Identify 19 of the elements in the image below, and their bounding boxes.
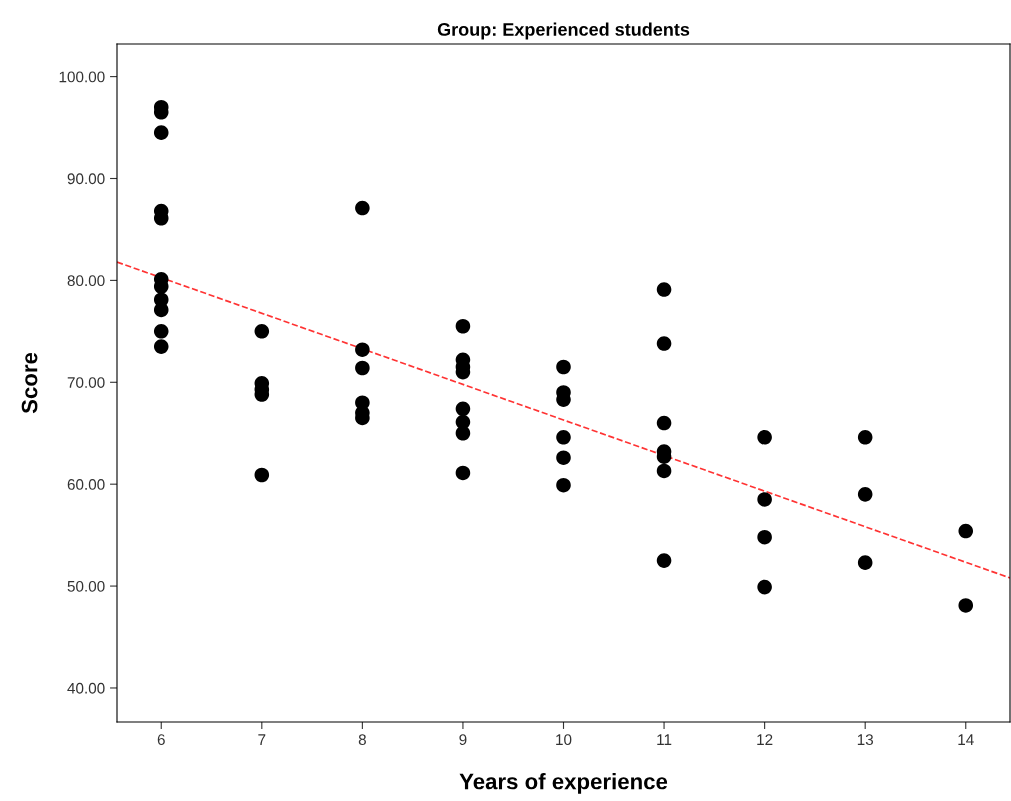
y-tick-label: 40.00 [67,682,105,694]
x-tick-label: 9 [459,734,467,746]
x-axis-title: Years of experience [459,773,668,794]
x-tick-label: 14 [958,734,974,745]
x-tick-label: 12 [757,734,773,745]
x-tick-label: 8 [358,734,366,746]
chart-title: Group: Experienced students [437,22,690,40]
y-tick-label: 100.00 [59,71,105,83]
y-tick-label: 90.00 [67,173,105,185]
y-tick-label: 70.00 [67,377,105,388]
x-tick-label: 10 [556,734,572,746]
y-tick-label: 60.00 [67,479,105,490]
y-tick-label: 80.00 [67,275,105,287]
x-tick-label: 6 [157,734,165,746]
y-tick-label: 50.00 [67,580,105,592]
x-tick-label: 13 [857,734,874,746]
y-axis-title: Score [21,352,38,414]
x-tick-label: 7 [258,734,266,745]
x-tick-label: 11 [657,734,672,745]
